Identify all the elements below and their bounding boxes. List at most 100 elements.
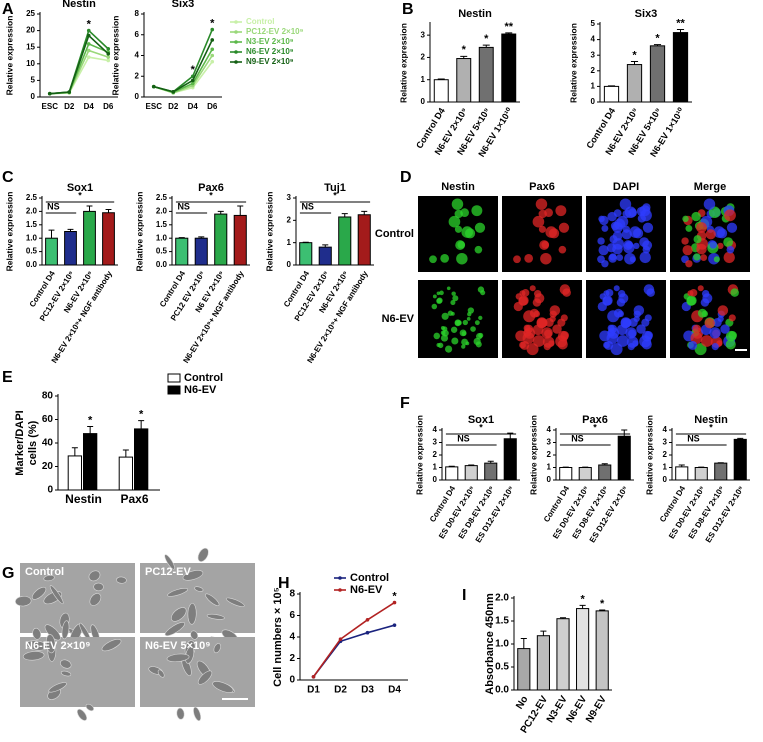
x-tick-label: Nestin [65,492,102,506]
y-tick-label: 0 [547,475,552,484]
error-bar [86,205,93,212]
cell [629,256,636,263]
cell [717,305,729,316]
cell [700,254,708,262]
cell [641,339,652,350]
chart-title: Nestin [458,8,492,20]
y-tick-label: 1 [287,238,292,247]
error-bar [621,429,628,437]
cell [442,326,448,332]
point [392,623,397,627]
cell [433,332,441,340]
y-tick-label: 10 [26,59,35,68]
y-tick-label: 0 [289,675,295,686]
error-bar [48,229,55,239]
cell [444,345,453,353]
cell [544,318,554,327]
y-tick-label: 1.0 [156,233,168,242]
legend-marker [234,20,238,24]
cell [157,669,165,678]
y-axis-label: Relative expression [644,415,654,495]
bar [134,428,149,491]
bar [503,438,517,481]
bracket-label: * [78,190,82,200]
column-title: Pax6 [529,181,555,193]
y-tick-label: 1 [547,463,552,472]
cell [724,209,736,222]
bracket-label: * [479,422,483,432]
bracket-label: NS [687,433,700,443]
cell [627,343,635,351]
cell [691,211,701,222]
y-tick-label: 25 [26,9,35,18]
bar [214,213,228,266]
cell [193,706,202,722]
point [311,674,316,679]
legend-marker [338,576,342,580]
point [190,81,195,86]
y-tick-label: 1 [421,75,426,84]
cell [713,256,720,263]
cell [694,343,707,356]
bar [598,464,612,481]
chart-title: Pax6 [582,414,608,426]
series-line [49,34,109,95]
x-tick-label: D2 [334,685,347,696]
bar [649,45,666,103]
cell [432,294,437,299]
point [338,637,343,641]
cell [470,326,476,332]
y-axis-label: Relative expression [110,16,120,96]
error-bar [87,426,94,434]
bar [233,214,247,266]
cell [548,228,560,239]
series-line [312,624,395,678]
cell [639,251,651,264]
cell [712,318,722,327]
cell [601,260,609,268]
error-bar [678,464,685,467]
cell [612,222,623,233]
y-tick-label: 15 [26,42,35,51]
bar [456,58,472,103]
bar [501,33,517,103]
error-bar [178,237,185,239]
panel-label: I [462,587,466,604]
cell [206,613,225,620]
x-tick-label: D4 [84,102,95,111]
chart-title: Six3 [172,0,195,10]
y-tick-label: 20 [42,461,54,472]
y-tick-label: 0 [591,97,596,106]
y-tick-label: 6 [135,30,140,39]
chart-title: Tuj1 [324,182,346,194]
cell [448,215,461,228]
cell [685,260,693,268]
bar [67,455,82,491]
chart: Nestin Relative expression 0 5 10 15 20 25 ESC D2… [4,0,118,111]
y-tick-label: 2.0 [156,207,168,216]
cell [475,341,482,348]
legend-label: Control [246,17,274,26]
significance: * [580,593,585,605]
y-tick-label: 1.0 [495,639,509,650]
bar [672,32,689,103]
bar [675,466,689,481]
error-bar [630,60,639,65]
bracket-label: * [209,190,213,200]
bar [576,608,590,691]
y-tick-label: 2.5 [26,193,38,202]
micrograph [418,280,498,358]
point [86,33,91,38]
bar [733,438,747,481]
cell [532,335,545,347]
cell [543,343,551,351]
column-title: Merge [694,181,726,193]
error-bar [482,44,490,48]
y-axis-label: Cell numbers × 10⁵ [272,587,284,687]
chart: Absorbance 450nm 0.00.51.01.52.0NoPC12-EV… [484,593,612,735]
chart-title: Six3 [635,8,658,20]
cell [476,333,483,340]
cell [89,593,102,606]
cell [728,314,736,322]
